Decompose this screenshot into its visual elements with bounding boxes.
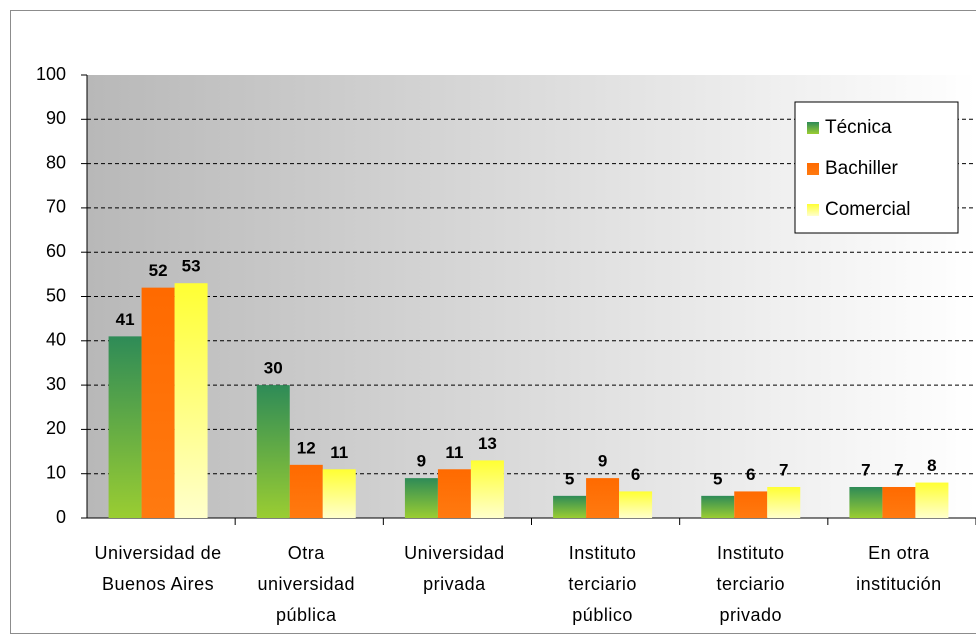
data-label: 7: [779, 460, 788, 479]
y-tick-label: 40: [46, 330, 66, 350]
bar: [256, 385, 290, 518]
y-tick-label: 10: [46, 462, 66, 482]
data-label: 9: [417, 452, 426, 471]
bar: [437, 469, 471, 518]
bar: [108, 336, 142, 518]
data-label: 5: [565, 469, 574, 488]
data-label: 6: [746, 465, 755, 484]
legend-label: Técnica: [825, 117, 892, 138]
data-label: 30: [264, 359, 283, 378]
bar: [289, 464, 323, 518]
x-tick-label: En otra institución: [856, 543, 942, 594]
x-tick-label: Instituto terciario privado: [716, 543, 786, 625]
data-label: 41: [116, 310, 135, 329]
y-tick-label: 80: [46, 152, 66, 172]
bar: [586, 478, 620, 518]
y-tick-label: 60: [46, 241, 66, 261]
data-label: 11: [445, 443, 463, 462]
x-tick-label: Universidad privada: [404, 543, 505, 594]
x-tick-label: Universidad de Buenos Aires: [94, 543, 222, 594]
y-tick-label: 0: [56, 507, 66, 527]
bar: [882, 486, 916, 518]
data-label: 9: [598, 452, 607, 471]
bar: [404, 478, 438, 518]
bar: [849, 486, 883, 518]
bar: [701, 495, 735, 518]
legend-label: Comercial: [825, 199, 911, 220]
bar: [734, 491, 768, 518]
bar: [141, 287, 175, 518]
data-label: 13: [478, 434, 497, 453]
bar: [553, 495, 587, 518]
data-label: 7: [894, 460, 903, 479]
bar: [174, 283, 208, 518]
data-label: 11: [330, 443, 348, 462]
bar: [322, 469, 356, 518]
bar: [915, 482, 949, 518]
legend-label: Bachiller: [825, 158, 899, 179]
bar: [470, 460, 504, 518]
legend-swatch: [807, 122, 819, 134]
bar: [619, 491, 653, 518]
data-label: 12: [297, 438, 316, 457]
y-tick-label: 100: [36, 64, 66, 84]
data-label: 5: [713, 469, 722, 488]
y-tick-label: 30: [46, 374, 66, 394]
y-tick-label: 90: [46, 108, 66, 128]
y-tick-label: 20: [46, 418, 66, 438]
legend-swatch: [807, 204, 819, 216]
legend-swatch: [807, 163, 819, 175]
x-tick-label: Instituto terciario público: [568, 543, 637, 625]
data-label: 7: [861, 460, 870, 479]
bar: [767, 486, 801, 518]
data-label: 6: [631, 465, 640, 484]
y-tick-label: 70: [46, 197, 66, 217]
y-tick-label: 50: [46, 285, 66, 305]
legend-box: [794, 101, 959, 234]
data-label: 52: [149, 261, 168, 280]
data-label: 53: [182, 257, 201, 276]
data-label: 8: [927, 456, 936, 475]
x-tick-label: Otra universidad pública: [257, 543, 356, 625]
